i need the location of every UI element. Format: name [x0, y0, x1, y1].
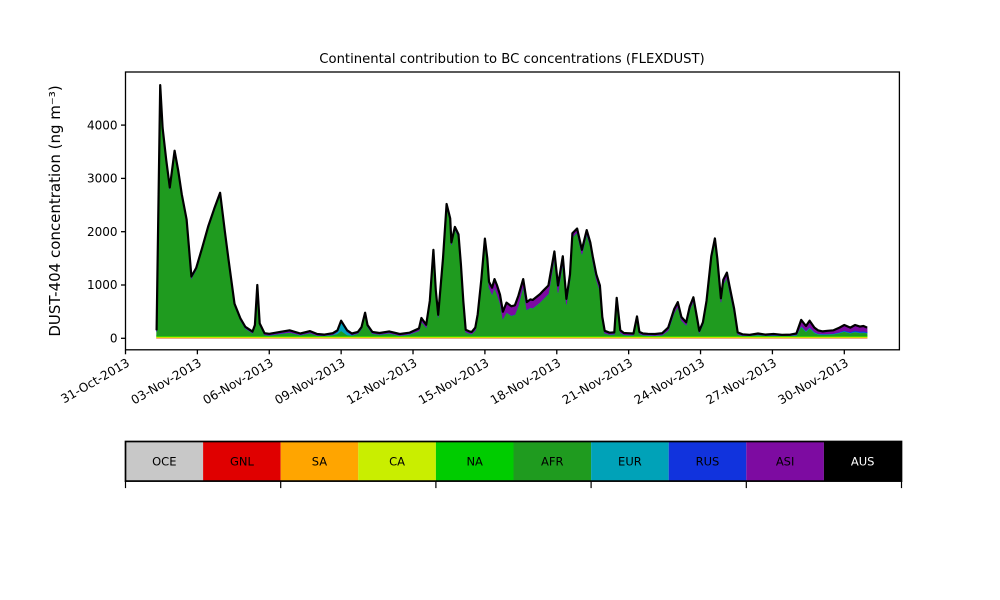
legend-label-AUS: AUS — [851, 455, 875, 469]
x-tick-label: 24-Nov-2013 — [632, 356, 707, 408]
total-concentration-line — [155, 84, 868, 336]
total-line — [155, 84, 868, 336]
legend-box-GNL — [203, 441, 281, 482]
legend-box-EUR — [591, 441, 669, 482]
stacked-area-layers — [156, 85, 868, 339]
y-tick-label: 2000 — [87, 225, 118, 239]
y-axis-label: DUST-404 concentration (ng m⁻³) — [46, 85, 64, 336]
legend-label-ASI: ASI — [776, 455, 795, 469]
x-tick-label: 09-Nov-2013 — [272, 356, 347, 408]
legend-label-EUR: EUR — [618, 455, 642, 469]
legend-label-OCE: OCE — [152, 455, 176, 469]
x-tick-label: 30-Nov-2013 — [776, 356, 851, 408]
area-RUS — [156, 86, 868, 336]
legend-box-RUS — [668, 441, 747, 482]
x-tick-label: 06-Nov-2013 — [201, 356, 276, 408]
x-tick-label: 12-Nov-2013 — [344, 356, 419, 408]
y-tick-label: 3000 — [87, 172, 118, 186]
plot-frame — [124, 71, 901, 351]
legend-label-AFR: AFR — [541, 455, 563, 469]
y-tick-label: 4000 — [87, 118, 118, 132]
area-EUR — [156, 86, 868, 337]
area-AFR — [156, 86, 868, 337]
legend-box-OCE — [125, 441, 204, 482]
chart-title: Continental contribution to BC concentra… — [319, 52, 704, 67]
legend-label-CA: CA — [389, 455, 405, 469]
x-tick-label: 15-Nov-2013 — [416, 356, 491, 408]
area-AUS — [156, 85, 868, 336]
legend-label-RUS: RUS — [696, 455, 720, 469]
x-tick-label: 31-Oct-2013 — [59, 356, 132, 406]
legend-label-SA: SA — [312, 455, 328, 469]
legend-box-SA — [280, 441, 359, 482]
legend-box-CA — [358, 441, 436, 482]
legend-label-GNL: GNL — [230, 455, 255, 469]
x-tick-label: 21-Nov-2013 — [560, 356, 635, 408]
x-tick-label: 03-Nov-2013 — [129, 356, 204, 408]
legend-box-ASI — [746, 441, 824, 482]
y-tick-label: 0 — [110, 332, 118, 346]
legend-label-NA: NA — [466, 455, 483, 469]
legend-box-AUS — [823, 441, 902, 482]
x-tick-label: 27-Nov-2013 — [704, 356, 779, 408]
area-ASI — [156, 85, 868, 336]
y-tick-label: 1000 — [87, 278, 118, 292]
legend-box-NA — [435, 441, 514, 482]
legend-border — [124, 440, 903, 482]
x-tick-label: 18-Nov-2013 — [488, 356, 563, 408]
legend-strip: OCE GNL SA CA NA AFR EUR RUS ASI AUS — [124, 440, 903, 489]
legend-box-AFR — [513, 441, 592, 482]
